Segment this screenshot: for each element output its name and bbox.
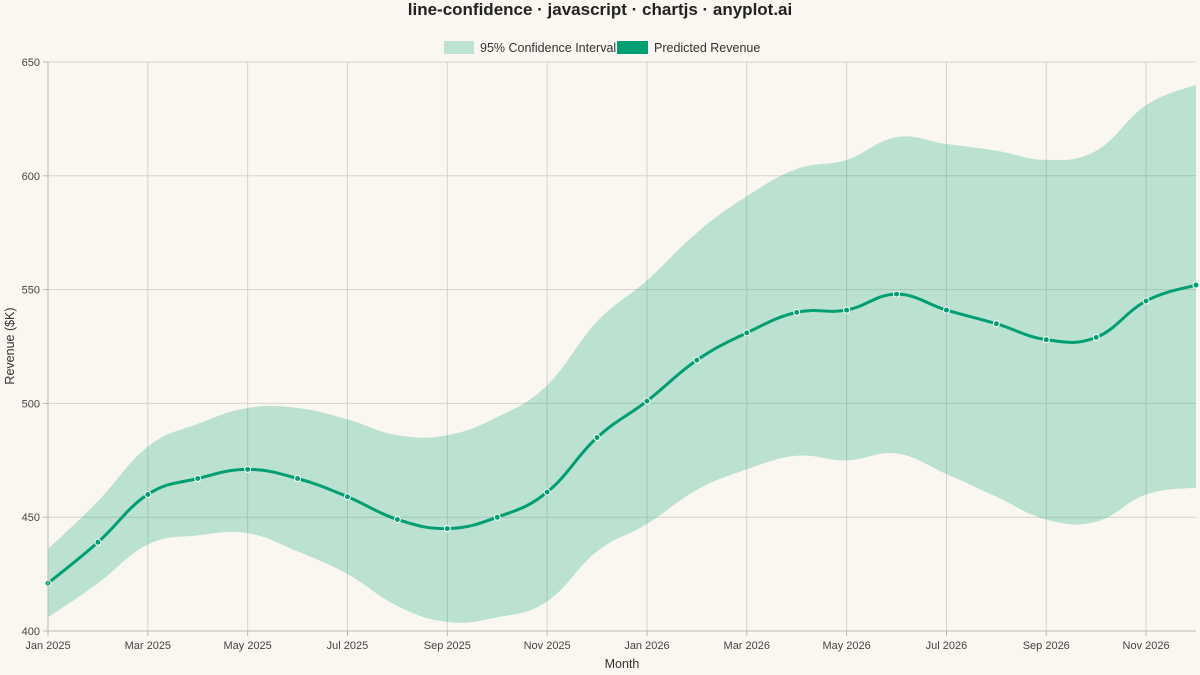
data-point-13[interactable] (693, 356, 701, 364)
data-points-layer (44, 281, 1200, 587)
data-point-18[interactable] (942, 306, 950, 314)
y-tick-label-5: 650 (22, 57, 40, 69)
x-tick-label-5: Nov 2025 (524, 640, 571, 652)
legend-item-line[interactable]: Predicted Revenue (617, 41, 760, 55)
x-tick-label-0: Jan 2025 (25, 640, 70, 652)
y-tick-label-3: 550 (22, 285, 40, 297)
confidence-band-layer (48, 84, 1196, 623)
data-point-20[interactable] (1042, 336, 1050, 344)
y-tick-label-1: 450 (22, 512, 40, 524)
x-tick-label-4: Sep 2025 (424, 640, 471, 652)
data-point-10[interactable] (543, 488, 551, 496)
data-point-2[interactable] (144, 490, 152, 498)
data-point-12[interactable] (643, 397, 651, 405)
legend-line-label: Predicted Revenue (654, 41, 760, 55)
y-tick-label-2: 500 (22, 398, 40, 410)
data-point-11[interactable] (593, 434, 601, 442)
data-point-22[interactable] (1142, 297, 1150, 305)
data-point-23[interactable] (1192, 281, 1200, 289)
x-tick-label-3: Jul 2025 (327, 640, 369, 652)
data-point-16[interactable] (843, 306, 851, 314)
data-point-7[interactable] (393, 515, 401, 523)
y-tick-label-4: 600 (22, 171, 40, 183)
y-axis-title: Revenue ($K) (3, 307, 17, 384)
data-point-6[interactable] (343, 493, 351, 501)
legend-band-swatch (444, 41, 474, 54)
data-point-8[interactable] (443, 525, 451, 533)
data-point-4[interactable] (244, 465, 252, 473)
data-point-17[interactable] (893, 290, 901, 298)
x-tick-label-8: May 2026 (822, 640, 870, 652)
data-point-19[interactable] (992, 320, 1000, 328)
chart-title: line-confidence · javascript · chartjs ·… (408, 0, 792, 19)
x-tick-label-6: Jan 2026 (624, 640, 669, 652)
legend-band-label: 95% Confidence Interval (480, 41, 616, 55)
x-tick-label-11: Nov 2026 (1123, 640, 1170, 652)
data-point-5[interactable] (294, 475, 302, 483)
data-point-1[interactable] (94, 538, 102, 546)
grid (47, 61, 1196, 632)
x-axis-title: Month (605, 657, 640, 671)
data-point-3[interactable] (194, 475, 202, 483)
predicted-line-layer (46, 283, 1198, 585)
data-point-15[interactable] (793, 308, 801, 316)
confidence-band (48, 84, 1196, 623)
legend-item-band[interactable]: 95% Confidence Interval (444, 41, 616, 55)
legend: 95% Confidence Interval Predicted Revenu… (444, 41, 760, 55)
data-point-21[interactable] (1092, 333, 1100, 341)
x-tick-label-1: Mar 2025 (125, 640, 171, 652)
y-tick-label-0: 400 (22, 626, 40, 638)
x-tick-label-2: May 2025 (223, 640, 271, 652)
data-point-9[interactable] (493, 513, 501, 521)
legend-line-swatch (617, 41, 648, 54)
axes: 400 450 500 550 600 650 Jan 2025 Mar 2025 May 20… (22, 57, 1196, 652)
x-tick-label-9: Jul 2026 (926, 640, 968, 652)
x-tick-label-10: Sep 2026 (1023, 640, 1070, 652)
predicted-revenue-line (46, 283, 1198, 585)
data-point-14[interactable] (743, 329, 751, 337)
x-tick-label-7: Mar 2026 (724, 640, 770, 652)
